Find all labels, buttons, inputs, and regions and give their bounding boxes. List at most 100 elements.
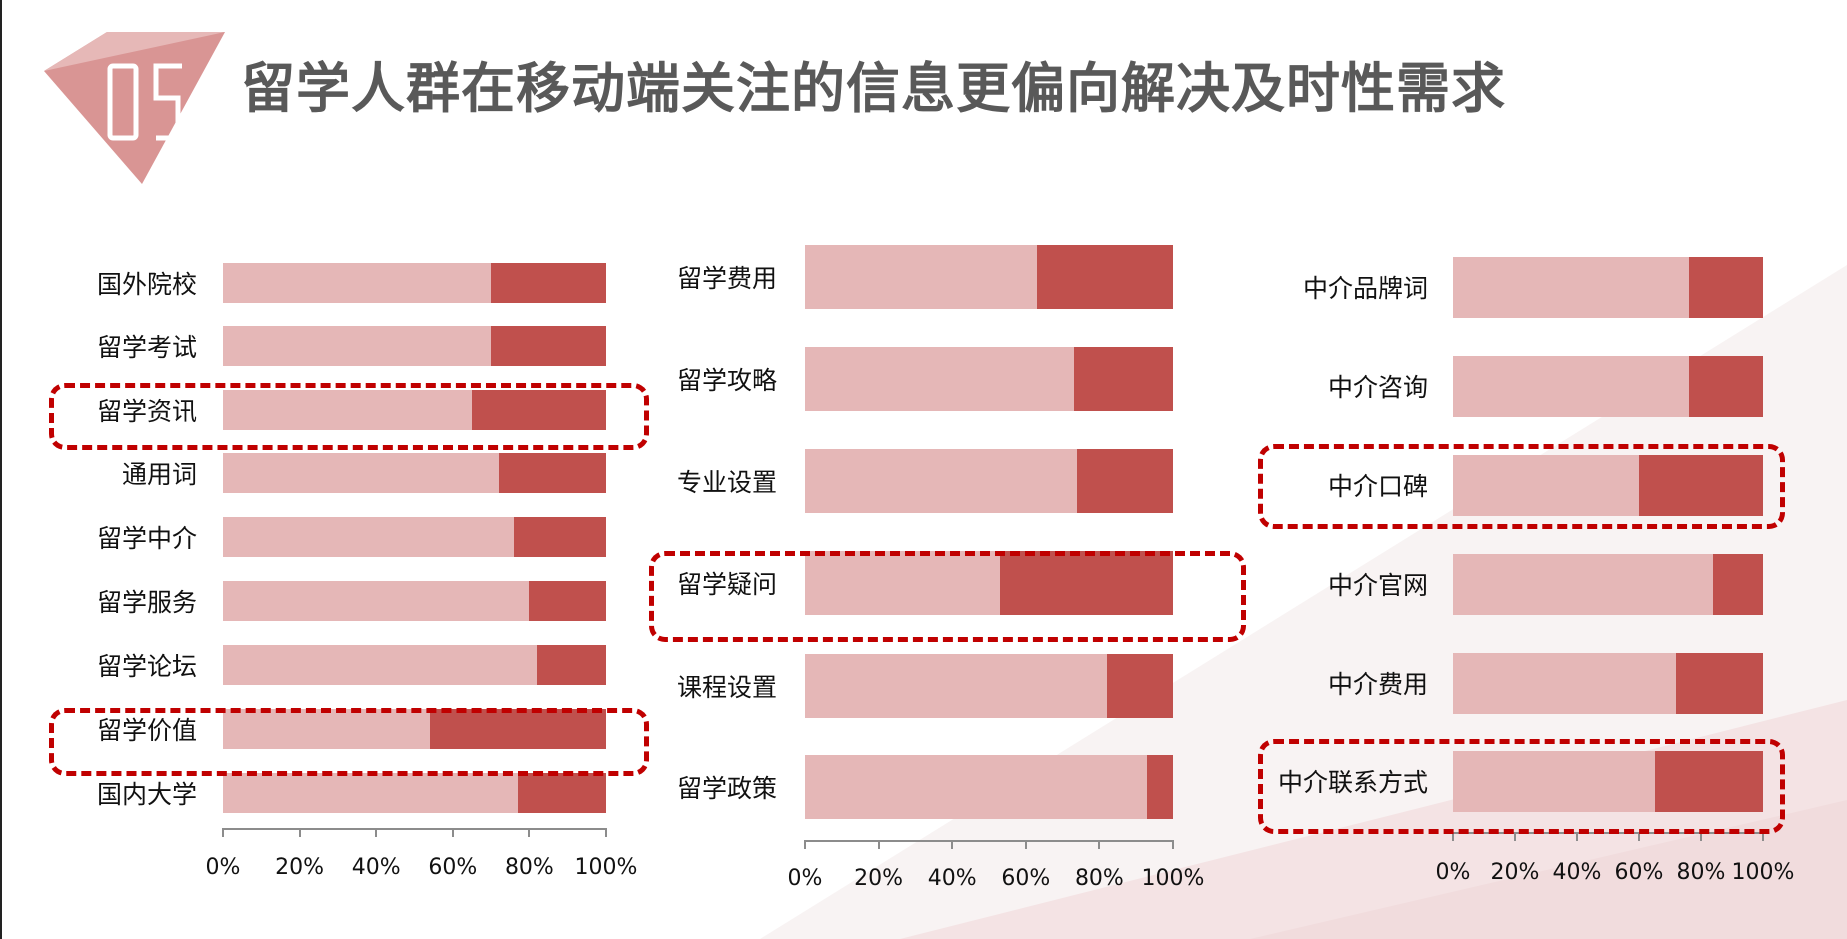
category-label: 留学资讯 (96, 397, 197, 426)
bar-segment-series2 (537, 645, 606, 685)
bar-segment-series2 (491, 263, 606, 303)
x-axis-tick (1024, 840, 1027, 849)
bar-segment-series2 (1688, 355, 1763, 417)
highlight-box-留学疑问 (649, 551, 1246, 642)
bar-segment-series2 (529, 581, 606, 621)
bar-segment-series2 (1073, 347, 1173, 411)
category-label: 专业设置 (677, 468, 778, 497)
category-label: 通用词 (121, 460, 197, 489)
x-tick-label: 20% (1490, 860, 1540, 885)
bar-segment-series1 (1453, 553, 1714, 615)
category-label: 留学服务 (96, 588, 197, 617)
page-title: 留学人群在移动端关注的信息更偏向解决及时性需求 (241, 57, 1506, 120)
x-tick-label: 0% (1435, 860, 1471, 885)
bar-segment-series1 (805, 551, 1001, 615)
bar-segment-series2 (517, 773, 606, 813)
bar-国外院校 (223, 263, 606, 303)
category-label: 课程设置 (677, 673, 778, 702)
bar-segment-series1 (1453, 256, 1689, 318)
bar-中介口碑 (1453, 454, 1763, 516)
highlight-box-中介口碑 (1258, 444, 1785, 529)
x-tick-label: 80% (504, 855, 554, 880)
bar-segment-series2 (1654, 750, 1763, 812)
bar-segment-series1 (805, 755, 1148, 819)
bar-segment-series1 (223, 581, 530, 621)
bar-segment-series1 (223, 326, 492, 366)
bar-segment-series1 (223, 453, 499, 493)
x-axis-tick (528, 828, 531, 837)
x-tick-label: 80% (1074, 866, 1124, 891)
bar-segment-series2 (514, 517, 606, 557)
category-label: 中介品牌词 (1302, 274, 1428, 303)
category-label: 留学攻略 (677, 366, 778, 395)
bar-segment-series1 (805, 654, 1107, 718)
category-label: 留学政策 (677, 774, 778, 803)
bar-中介联系方式 (1453, 750, 1763, 812)
x-axis-tick (298, 828, 301, 837)
bar-留学服务 (223, 581, 606, 621)
bar-中介品牌词 (1453, 256, 1763, 318)
x-axis-tick (804, 840, 806, 849)
category-label: 中介官网 (1327, 571, 1428, 600)
x-tick-label: 60% (1001, 866, 1051, 891)
bar-segment-series2 (1036, 245, 1173, 309)
bar-segment-series1 (1453, 454, 1639, 516)
highlight-box-中介联系方式 (1258, 739, 1785, 834)
bar-segment-series2 (471, 390, 606, 430)
x-tick-label: 40% (351, 855, 401, 880)
bar-segment-series1 (223, 263, 492, 303)
bar-segment-series1 (1453, 652, 1677, 714)
category-label: 国外院校 (96, 270, 197, 299)
x-axis-tick (951, 840, 954, 849)
x-axis-tick (451, 828, 454, 837)
bar-segment-series2 (429, 709, 606, 749)
x-axis-tick (222, 828, 224, 837)
bar-segment-series2 (1147, 755, 1173, 819)
x-tick-label: 100% (574, 855, 638, 880)
x-tick-label: 40% (927, 866, 977, 891)
bar-segment-series1 (805, 245, 1037, 309)
x-tick-label: 20% (275, 855, 325, 880)
bar-中介咨询 (1453, 355, 1763, 417)
bar-留学考试 (223, 326, 606, 366)
category-label: 留学中介 (96, 524, 197, 553)
x-tick-label: 0% (787, 866, 823, 891)
category-label: 留学考试 (96, 333, 197, 362)
category-label: 中介联系方式 (1277, 768, 1428, 797)
bar-segment-series1 (1453, 750, 1655, 812)
bar-国内大学 (223, 773, 606, 813)
x-tick-label: 60% (1614, 860, 1664, 885)
bar-segment-series1 (805, 449, 1078, 513)
bar-segment-series2 (1639, 454, 1763, 516)
bar-课程设置 (805, 654, 1173, 718)
bar-segment-series2 (498, 453, 606, 493)
x-axis-tick (605, 828, 607, 837)
bar-segment-series1 (805, 347, 1074, 411)
highlight-box-留学资讯 (49, 383, 649, 450)
category-label: 留学疑问 (677, 570, 778, 599)
bar-专业设置 (805, 449, 1173, 513)
x-axis-tick (1762, 832, 1764, 841)
bar-留学价值 (223, 709, 606, 749)
x-tick-label: 0% (205, 855, 241, 880)
x-tick-label: 100% (1731, 860, 1795, 885)
bar-segment-series2 (1077, 449, 1173, 513)
bar-segment-series1 (223, 517, 515, 557)
bar-留学费用 (805, 245, 1173, 309)
bar-留学攻略 (805, 347, 1173, 411)
x-axis-tick (1638, 832, 1640, 841)
bar-segment-series2 (1106, 654, 1173, 718)
category-label: 中介咨询 (1327, 373, 1428, 402)
x-axis-line (223, 828, 606, 830)
x-axis-tick (1514, 832, 1516, 841)
bar-留学资讯 (223, 390, 606, 430)
x-axis-tick (877, 840, 880, 849)
bar-segment-series2 (491, 326, 606, 366)
bar-segment-series1 (223, 390, 472, 430)
category-label: 国内大学 (96, 780, 197, 809)
category-label: 留学论坛 (96, 652, 197, 681)
x-tick-label: 60% (428, 855, 478, 880)
slide-left-border (0, 0, 2, 939)
bar-segment-series1 (223, 645, 538, 685)
x-axis-tick (1576, 832, 1578, 841)
